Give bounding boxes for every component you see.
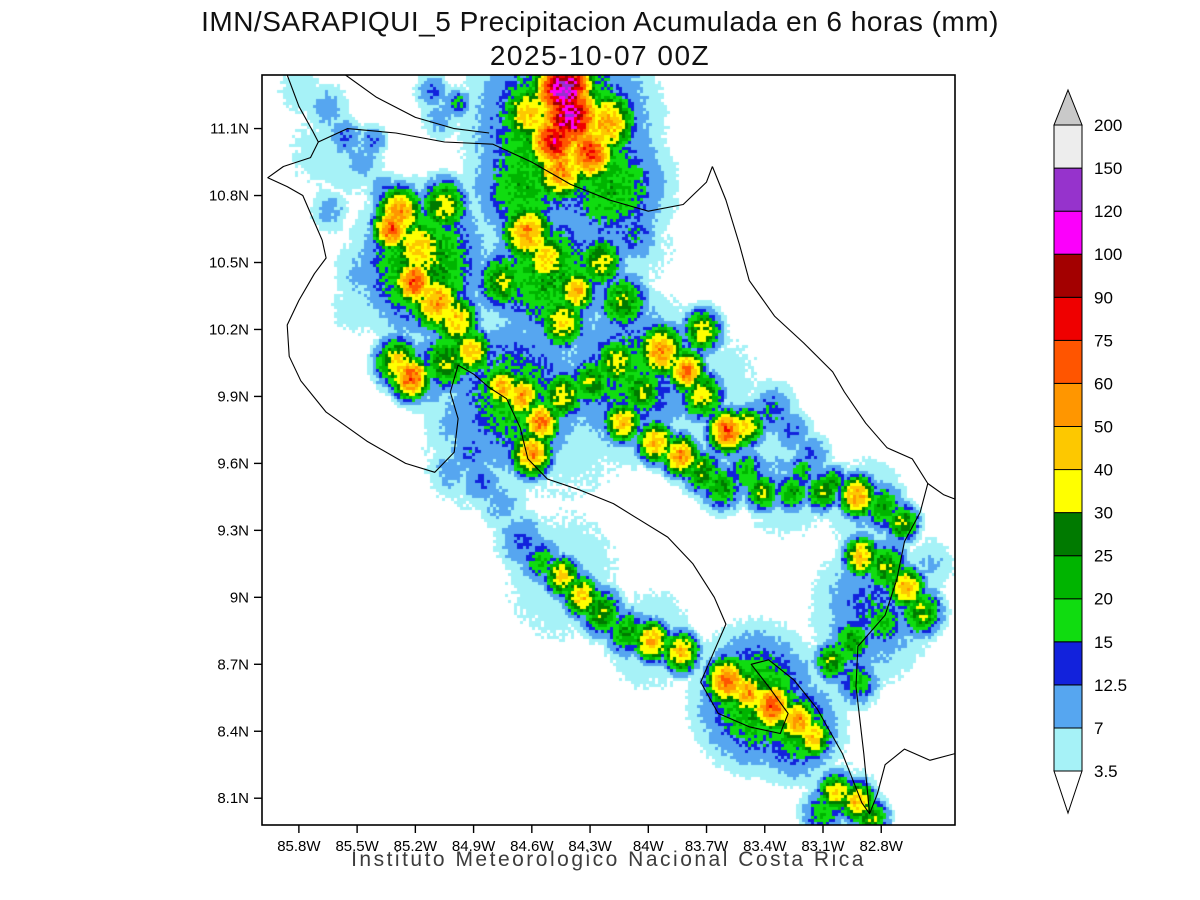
colorbar-segment <box>1053 210 1083 255</box>
chart-subtitle: 2025-10-07 00Z <box>489 40 711 71</box>
colorbar-segment <box>1053 167 1083 212</box>
lat-tick-label: 9.3N <box>217 522 249 539</box>
colorbar-segment <box>1053 124 1083 169</box>
chart-title-block: IMN/SARAPIQUI_5 Precipitacion Acumulada … <box>0 5 1200 73</box>
colorbar-label: 25 <box>1094 547 1113 566</box>
lat-tick-label: 8.1N <box>217 790 249 807</box>
colorbar-label: 150 <box>1094 159 1122 178</box>
colorbar-segment <box>1053 339 1083 384</box>
lat-tick-label: 9.6N <box>217 455 249 472</box>
colorbar-label: 75 <box>1094 331 1113 350</box>
footer-credit: Instituto Meteorologico Nacional Costa R… <box>351 848 866 871</box>
colorbar-label: 12.5 <box>1094 676 1127 695</box>
lat-tick-label: 10.2N <box>209 321 249 338</box>
colorbar-segment <box>1053 684 1083 729</box>
colorbar-segment <box>1053 253 1083 298</box>
colorbar-segment <box>1053 512 1083 557</box>
colorbar-segment <box>1053 426 1083 471</box>
colorbar-label: 30 <box>1094 504 1113 523</box>
colorbar-label: 100 <box>1094 245 1122 264</box>
colorbar-segment <box>1053 469 1083 514</box>
lat-tick-label: 9.9N <box>217 388 249 405</box>
colorbar-under-arrow <box>1053 770 1083 815</box>
colorbar-label: 200 <box>1094 116 1122 135</box>
colorbar-label: 90 <box>1094 288 1113 307</box>
lat-tick-label: 8.4N <box>217 723 249 740</box>
chart-title: IMN/SARAPIQUI_5 Precipitacion Acumulada … <box>201 6 999 37</box>
colorbar-label: 60 <box>1094 374 1113 393</box>
precipitation-field-canvas <box>262 75 955 825</box>
colorbar-label: 40 <box>1094 461 1113 480</box>
colorbar-segment <box>1053 555 1083 600</box>
colorbar-segment <box>1053 641 1083 686</box>
colorbar-segment <box>1053 727 1083 772</box>
colorbar-label: 120 <box>1094 202 1122 221</box>
colorbar-label: 50 <box>1094 418 1113 437</box>
colorbar-segment <box>1053 382 1083 427</box>
lat-tick-label: 10.5N <box>209 255 249 272</box>
lat-tick-label: 8.7N <box>217 656 249 673</box>
colorbar-segment <box>1053 598 1083 643</box>
colorbar-label: 15 <box>1094 633 1113 652</box>
lat-tick-label: 11.1N <box>210 121 249 138</box>
colorbar-segment <box>1053 296 1083 341</box>
lat-tick-label: 10.8N <box>209 188 249 205</box>
colorbar-label: 3.5 <box>1094 762 1118 781</box>
colorbar-label: 20 <box>1094 590 1113 609</box>
colorbar-over-arrow <box>1053 88 1083 126</box>
colorbar-label: 7 <box>1094 719 1103 738</box>
lat-tick-label: 9N <box>230 589 249 606</box>
